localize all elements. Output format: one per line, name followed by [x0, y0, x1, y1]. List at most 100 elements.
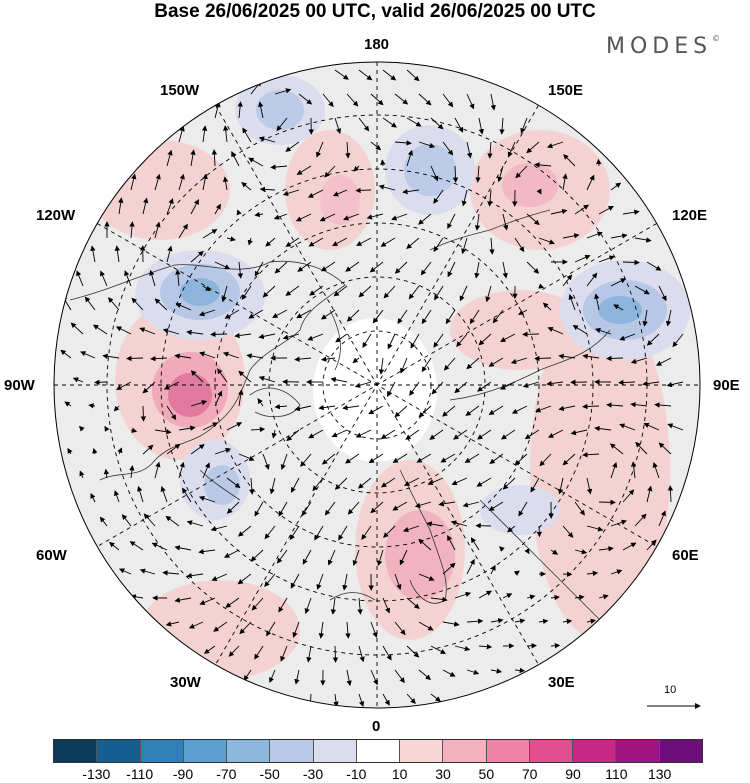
wind-vector — [178, 425, 196, 431]
wind-vector — [198, 309, 216, 317]
wind-vector — [248, 309, 264, 319]
wind-vector — [211, 149, 218, 167]
wind-vector — [307, 333, 324, 341]
wind-vector — [526, 213, 540, 226]
wind-vector — [562, 618, 573, 625]
wind-vector — [239, 621, 252, 635]
wind-vector — [470, 537, 480, 551]
colorbar-swatch — [400, 740, 444, 762]
wind-vector — [290, 573, 300, 589]
colorbar-swatch — [270, 740, 314, 762]
wind-vector — [492, 309, 504, 324]
wind-vector — [667, 423, 684, 431]
wind-vector — [399, 549, 408, 566]
wind-vector — [488, 405, 504, 415]
wind-vector — [312, 477, 324, 492]
wind-vector — [622, 259, 640, 266]
wind-vector — [596, 158, 602, 167]
wind-vector — [392, 501, 408, 511]
brand-logo: MODES© — [606, 34, 721, 59]
wind-vector — [262, 453, 270, 470]
wind-vector — [489, 453, 504, 465]
wind-vector — [382, 645, 392, 661]
wind-vector — [352, 357, 360, 364]
wind-vector — [280, 645, 288, 662]
wind-vector — [214, 101, 221, 119]
wind-vector — [238, 370, 252, 383]
wind-vector — [477, 381, 492, 392]
lon-label-120e: 120E — [672, 207, 708, 224]
lon-label-60w: 60W — [36, 547, 67, 564]
colorbar-tick-label: 10 — [391, 766, 408, 782]
wind-vector — [478, 117, 484, 135]
wind-vector — [322, 93, 334, 108]
lon-label-0: 0 — [372, 718, 381, 735]
wind-vector — [613, 304, 624, 311]
wind-vector — [520, 117, 528, 134]
wind-vector — [175, 269, 181, 287]
wind-vector — [421, 309, 432, 325]
wind-vector — [562, 274, 573, 287]
wind-vector — [420, 261, 432, 276]
wind-vector — [485, 285, 492, 303]
wind-vector — [142, 381, 156, 394]
wind-vector — [285, 285, 300, 296]
wind-vector — [464, 453, 480, 463]
wind-vector — [308, 429, 324, 439]
wind-vector — [190, 370, 204, 383]
wind-vector — [634, 513, 647, 527]
wind-vector — [477, 429, 492, 440]
wind-vector — [442, 141, 454, 156]
wind-vector — [203, 645, 216, 654]
wind-vector — [542, 302, 552, 311]
wind-vector — [414, 501, 432, 508]
wind-vector — [72, 377, 84, 383]
wind-vector — [186, 329, 204, 336]
wind-vector — [237, 261, 243, 279]
wind-vector — [454, 591, 472, 599]
wind-vector — [346, 309, 360, 322]
wind-vector — [526, 643, 537, 649]
wind-vector — [642, 309, 648, 327]
wind-vector — [394, 405, 408, 418]
wind-vector — [453, 429, 468, 440]
wind-vector — [410, 333, 420, 349]
wind-vector — [378, 184, 396, 191]
wind-vector — [289, 525, 300, 541]
wind-vector — [507, 141, 516, 158]
wind-vector — [658, 285, 667, 302]
wind-vector — [526, 261, 540, 274]
wind-vector — [452, 165, 459, 183]
wind-vector — [447, 261, 456, 278]
wind-vector — [175, 302, 192, 311]
wind-vector — [610, 278, 627, 287]
wind-vector — [262, 285, 276, 298]
wind-vector — [154, 173, 161, 191]
wind-vector — [113, 405, 120, 412]
wind-vector — [630, 357, 648, 364]
wind-vector — [186, 520, 204, 527]
wind-vector — [117, 447, 123, 455]
wind-vector — [211, 573, 228, 582]
wind-vector — [383, 285, 396, 299]
wind-vector — [558, 405, 576, 412]
wind-vector — [234, 332, 252, 339]
wind-vector — [76, 270, 84, 287]
wind-vector — [92, 447, 98, 455]
wind-vector — [658, 510, 666, 527]
colorbar-swatch — [356, 740, 401, 762]
wind-vector — [166, 245, 173, 263]
wind-vector — [368, 453, 384, 464]
graticule — [54, 62, 700, 708]
wind-vector — [394, 621, 406, 636]
wind-vector — [610, 519, 627, 527]
wind-vector — [276, 117, 288, 132]
wind-vector — [418, 538, 432, 551]
wind-vector — [238, 389, 244, 407]
wind-vector — [276, 549, 288, 564]
wind-vector — [178, 125, 185, 143]
wind-vector — [447, 213, 456, 230]
wind-vector — [254, 211, 264, 218]
wind-vector — [154, 221, 161, 239]
wind-vector — [487, 141, 493, 159]
